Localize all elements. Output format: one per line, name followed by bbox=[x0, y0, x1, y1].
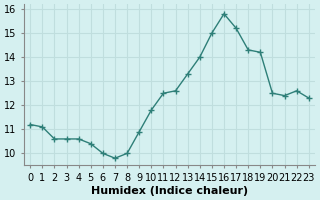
X-axis label: Humidex (Indice chaleur): Humidex (Indice chaleur) bbox=[91, 186, 248, 196]
